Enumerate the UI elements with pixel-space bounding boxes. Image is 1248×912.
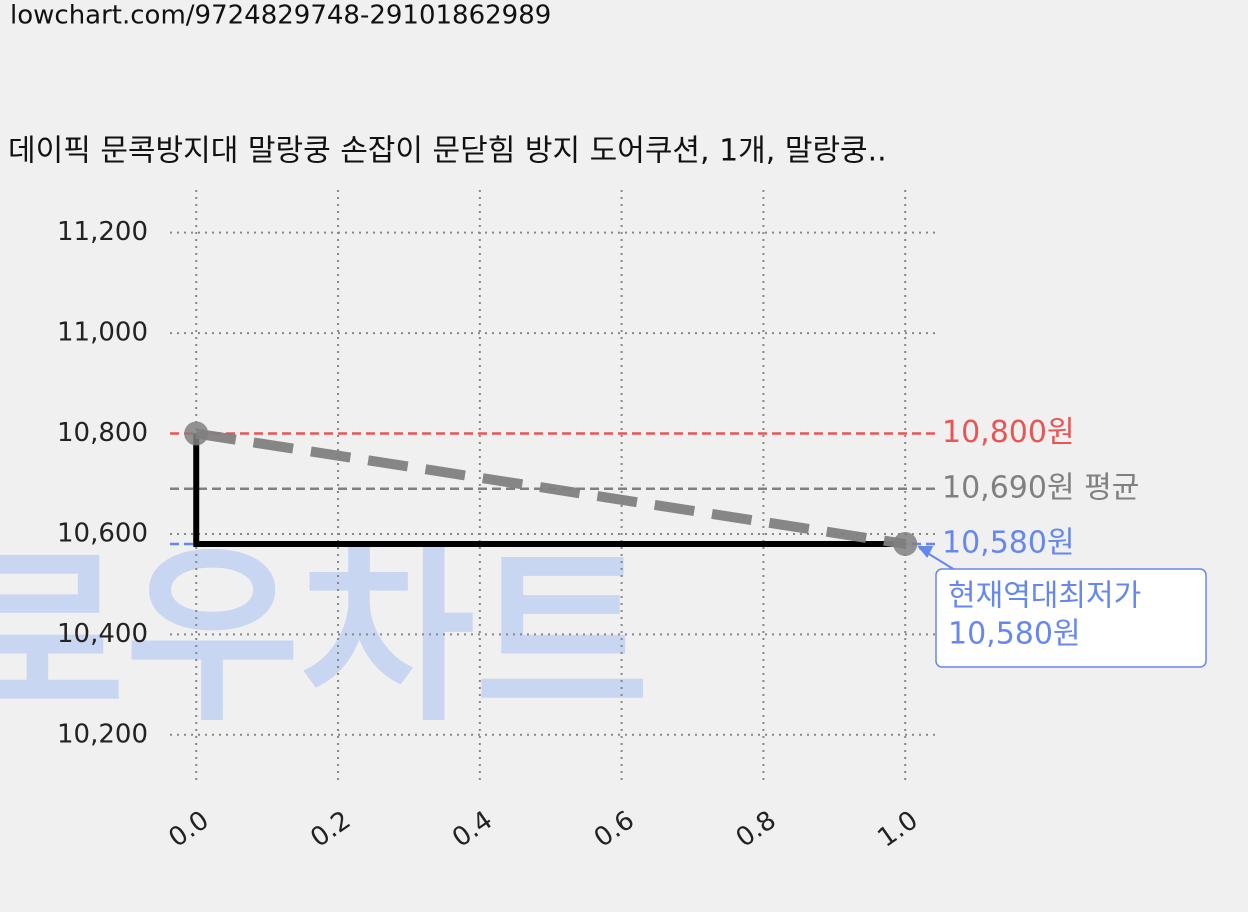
y-tick-label: 10,400 (57, 619, 148, 649)
annotation-arrowhead (917, 545, 934, 558)
y-tick-label: 11,000 (57, 318, 148, 348)
reference-label: 10,690원 평균 (942, 470, 1139, 505)
x-tick-label: 0.2 (305, 805, 356, 853)
line (195, 428, 906, 549)
x-tick-label: 0.0 (163, 805, 214, 853)
y-tick-label: 10,600 (57, 518, 148, 548)
url: lowchart.com/9724829748-29101862989 (10, 1, 551, 31)
annotation-text: 현재역대최저가 (948, 579, 1141, 614)
y-tick-label: 10,800 (57, 418, 148, 448)
line (193, 433, 906, 547)
annotation-box (935, 568, 1207, 668)
x-tick-label: 0.4 (447, 805, 498, 853)
annotation-text: 10,580원 (948, 617, 1081, 652)
x-tick-label: 0.8 (731, 805, 782, 853)
x-tick-label: 0.6 (589, 805, 640, 853)
watermark: 로우차트 (0, 526, 650, 747)
reference-label: 10,800원 (942, 415, 1075, 450)
reference-label: 10,580원 (942, 525, 1075, 560)
y-tick-label: 10,200 (57, 719, 148, 749)
chart-title: 데이픽 문콕방지대 말랑쿵 손잡이 문닫힘 방지 도어쿠션, 1개, 말랑쿵.. (8, 134, 887, 169)
y-tick-label: 11,200 (57, 217, 148, 247)
x-tick-label: 1.0 (872, 805, 923, 853)
point (893, 531, 918, 556)
point (184, 421, 209, 446)
